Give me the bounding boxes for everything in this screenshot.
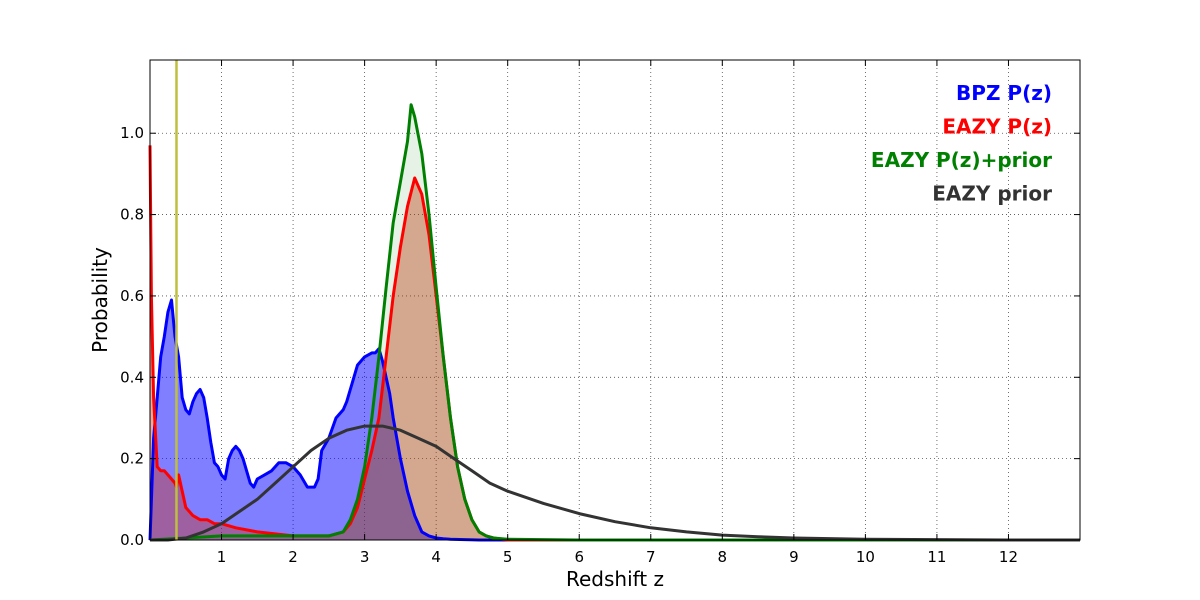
x-tick-label: 9 — [789, 548, 799, 566]
y-tick-label: 0.4 — [120, 368, 144, 386]
x-tick-label: 10 — [856, 548, 875, 566]
x-tick-label: 7 — [646, 548, 656, 566]
x-tick-label: 2 — [288, 548, 298, 566]
legend-entry: EAZY P(z) — [942, 115, 1052, 139]
y-tick-label: 0.2 — [120, 450, 144, 468]
series-fills — [150, 104, 1080, 540]
x-tick-label: 12 — [999, 548, 1018, 566]
x-tick-label: 8 — [718, 548, 728, 566]
x-tick-label: 1 — [217, 548, 227, 566]
y-tick-label: 0.8 — [120, 206, 144, 224]
y-tick-label: 1.0 — [120, 124, 144, 142]
legend-entry: EAZY P(z)+prior — [871, 148, 1052, 172]
x-tick-label: 4 — [431, 548, 441, 566]
series-fill-0 — [150, 300, 1080, 540]
legend-entry: EAZY prior — [932, 182, 1052, 206]
x-tick-label: 6 — [574, 548, 584, 566]
x-axis-label: Redshift z — [566, 567, 664, 591]
x-axis-ticks: 1 2 3 4 5 6 7 8 9 10 11 12 — [217, 60, 1018, 566]
y-tick-label: 0.6 — [120, 287, 144, 305]
series-fill-1 — [150, 145, 1080, 540]
legend-entry: BPZ P(z) — [956, 81, 1052, 105]
x-tick-label: 3 — [360, 548, 370, 566]
series-line-3 — [150, 424, 1080, 542]
series-line-2 — [149, 103, 1080, 542]
plot-frame — [149, 59, 1081, 541]
y-axis-label: Probability — [88, 247, 112, 353]
x-tick-label: 11 — [927, 548, 946, 566]
x-tick-label: 5 — [503, 548, 513, 566]
y-axis-ticks: 0.0 0.2 0.4 0.6 0.8 1.0 — [120, 124, 1080, 549]
legend: BPZ P(z) EAZY P(z) EAZY P(z)+prior EAZY pri… — [871, 81, 1052, 206]
series-fill-2 — [150, 104, 1080, 540]
series-lines — [148, 103, 1080, 542]
y-tick-label: 0.0 — [120, 531, 144, 549]
